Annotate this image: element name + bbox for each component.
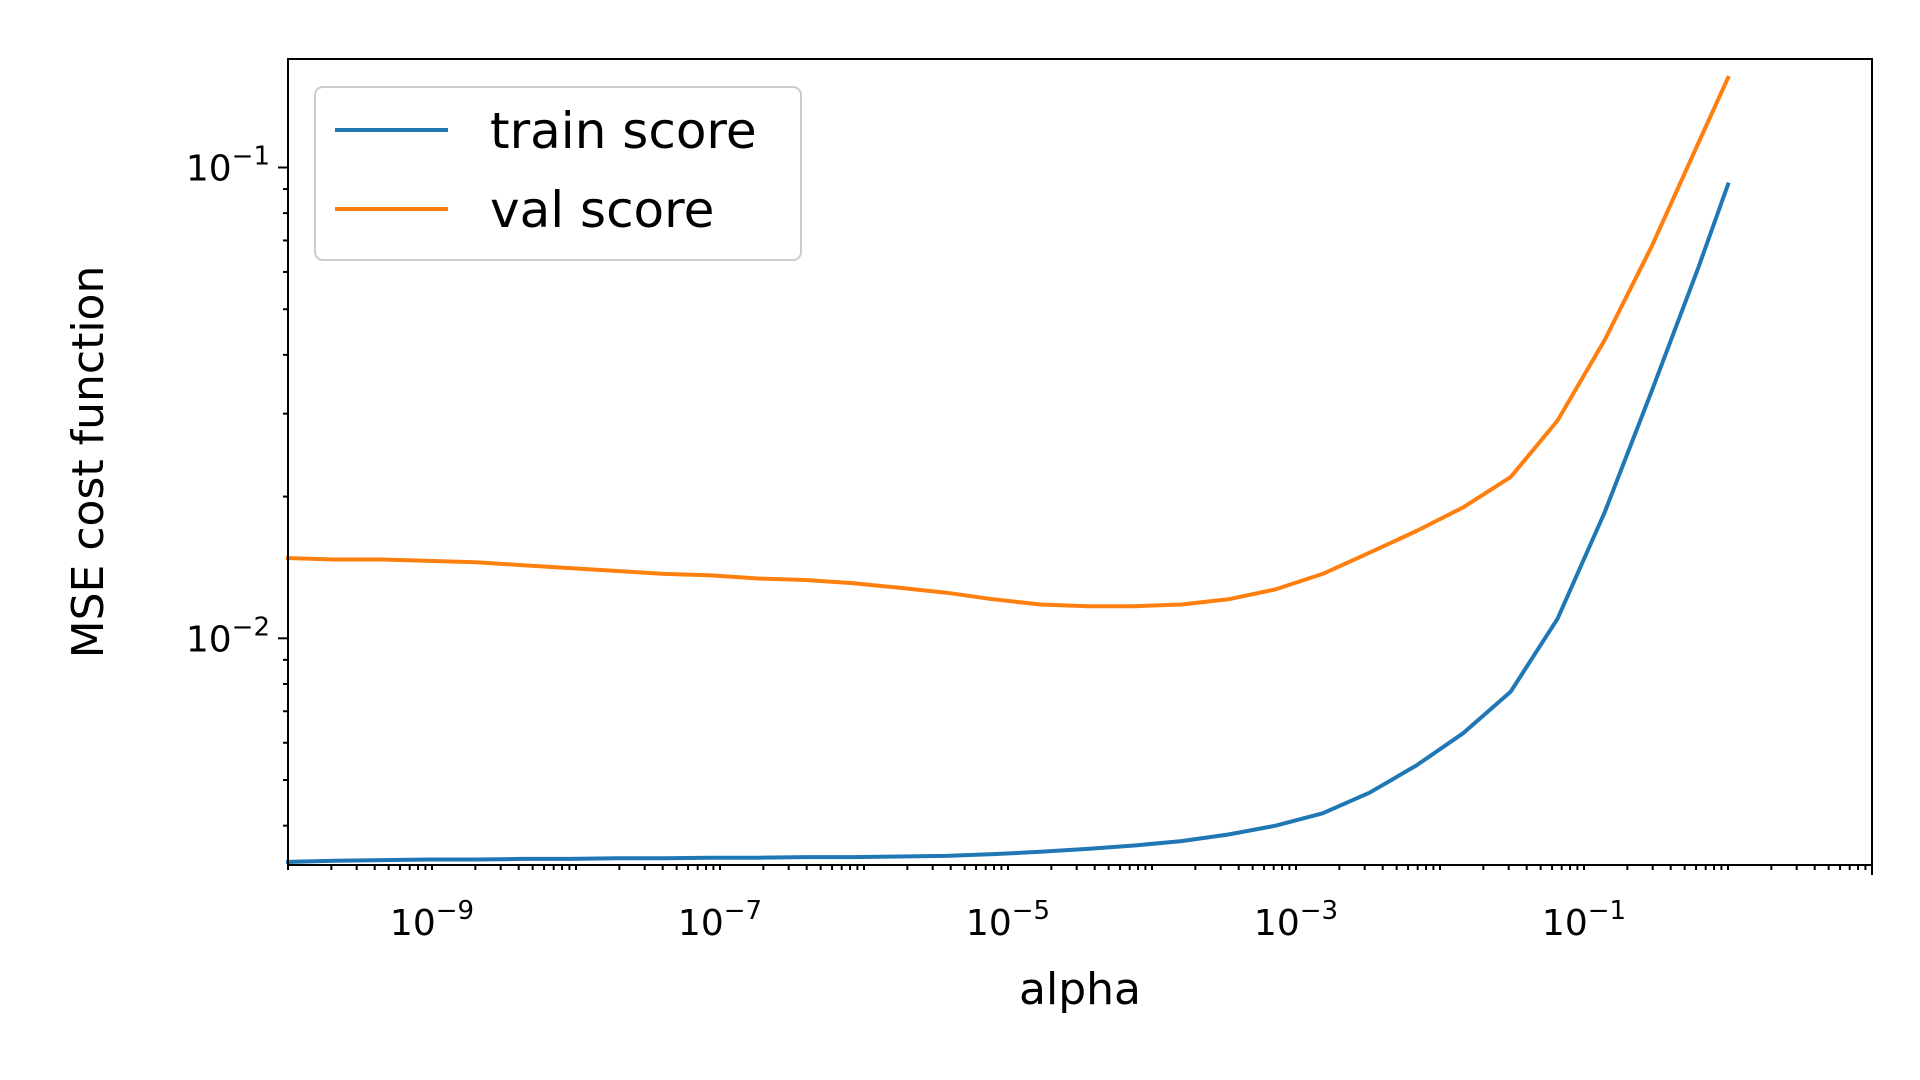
series-line-1 (285, 75, 1731, 609)
legend: train score val score (314, 86, 802, 261)
x-axis-label: alpha (1019, 964, 1141, 1015)
legend-label-val: val score (490, 181, 714, 239)
series-line-0 (285, 181, 1731, 864)
y-axis-label: MSE cost function (63, 266, 114, 659)
y-tick-label: 10−1 (186, 141, 270, 189)
plot-frame (287, 58, 1873, 866)
series-layer (285, 75, 1731, 864)
x-tick-label: 10−9 (390, 896, 474, 944)
legend-label-train: train score (490, 102, 757, 160)
x-axis-ticks: 10−9 10−7 10−5 10−3 10−1 (287, 865, 1873, 944)
x-tick-label: 10−3 (1254, 896, 1338, 944)
y-axis-ticks: 10−210−1 (186, 141, 288, 827)
